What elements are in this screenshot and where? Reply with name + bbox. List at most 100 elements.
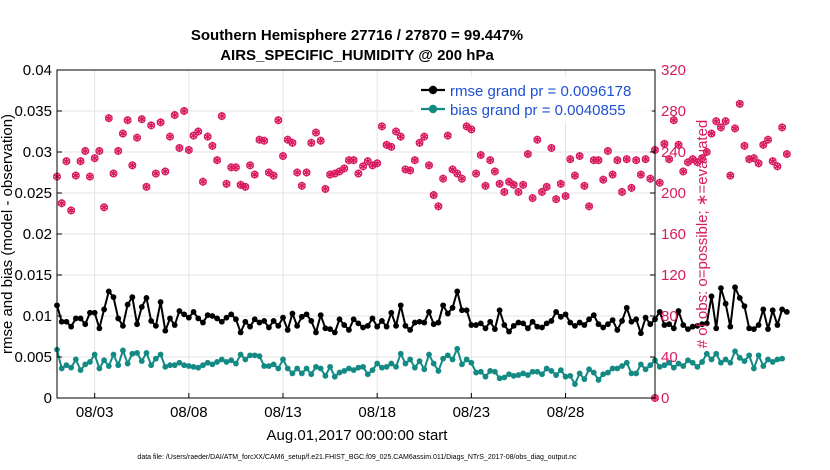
y-right-tick-label: 320 — [661, 62, 686, 79]
bias-point — [600, 371, 607, 378]
obs-evaluated-point — [128, 161, 137, 170]
bias-point — [656, 363, 663, 370]
rmse-point — [284, 327, 291, 333]
bias-point — [275, 365, 282, 372]
rmse-point — [755, 322, 762, 328]
x-tick-label: 08/18 — [358, 404, 396, 421]
bias-point — [492, 368, 498, 375]
rmse-point — [270, 318, 277, 324]
obs-evaluated-point — [637, 170, 645, 179]
obs-evaluated-point — [425, 161, 433, 170]
obs-evaluated-point — [547, 143, 556, 152]
obs-evaluated-point — [429, 191, 438, 200]
rmse-point — [703, 320, 710, 327]
obs-evaluated-point — [500, 187, 509, 196]
bias-point — [463, 356, 470, 363]
bias-point — [586, 366, 592, 373]
rmse-point — [204, 312, 211, 319]
obs-evaluated-point — [203, 132, 212, 141]
bias-point — [148, 362, 155, 369]
obs-evaluated-point — [274, 116, 283, 125]
rmse-point — [623, 304, 630, 311]
obs-evaluated-point — [123, 116, 132, 125]
bias-point — [605, 369, 611, 376]
obs-evaluated-point — [180, 107, 188, 115]
obs-evaluated-point — [194, 127, 203, 136]
obs-evaluated-point — [528, 194, 537, 203]
bias-point — [477, 368, 484, 375]
bias-point — [308, 371, 315, 378]
rmse-point — [171, 322, 178, 328]
obs-evaluated-point — [166, 132, 174, 141]
obs-evaluated-point — [750, 154, 758, 163]
bias-point — [218, 356, 225, 363]
obs-evaluated-point — [57, 199, 66, 208]
obs-evaluated-point — [448, 165, 457, 174]
bias-point — [265, 363, 272, 369]
obs-evaluated-point — [100, 203, 108, 212]
bias-point — [581, 376, 588, 383]
obs-evaluated-point — [735, 99, 744, 108]
obs-evaluated-point — [104, 114, 113, 123]
bias-point — [421, 366, 428, 373]
bias-point — [760, 363, 767, 369]
bias-point — [637, 361, 644, 368]
bias-point — [331, 373, 338, 380]
obs-evaluated-point — [62, 157, 71, 166]
obs-evaluated-point — [561, 192, 570, 201]
rmse-point — [586, 316, 592, 323]
bias-point — [270, 361, 277, 368]
obs-evaluated-point — [401, 165, 410, 174]
obs-evaluated-point — [731, 124, 739, 133]
obs-evaluated-point — [655, 178, 664, 187]
bias-point — [755, 352, 762, 359]
rmse-point — [760, 306, 767, 313]
bias-point — [713, 350, 720, 357]
bias-point — [529, 368, 536, 375]
rmse-point — [251, 316, 258, 323]
y-left-axis-ticks: 0 0.005 0.01 0.015 0.02 0.025 0.03 0.035 0.04 — [14, 62, 62, 407]
bias-point — [360, 363, 366, 370]
bias-point — [374, 360, 381, 367]
rmse-point — [336, 316, 343, 323]
rmse-point — [87, 309, 93, 316]
plot-area — [53, 99, 791, 402]
obs-evaluated-point — [175, 143, 184, 152]
rmse-point — [548, 318, 555, 324]
bias-point — [214, 359, 220, 365]
rmse-point — [557, 313, 564, 320]
obs-evaluated-point — [491, 167, 499, 176]
rmse-point — [444, 310, 451, 317]
obs-evaluated-point — [288, 138, 297, 147]
rmse-point — [341, 322, 348, 328]
bias-point — [473, 369, 479, 376]
obs-evaluated-point — [156, 118, 165, 127]
obs-evaluated-point — [293, 168, 301, 177]
rmse-point — [303, 311, 310, 318]
bias-point — [765, 356, 771, 363]
rmse-point — [101, 306, 107, 313]
bias-point — [185, 363, 192, 369]
bias-point — [322, 372, 329, 379]
y-left-tick-label: 0.03 — [23, 144, 52, 161]
bias-point — [120, 347, 126, 354]
x-tick-label: 08/08 — [170, 404, 208, 421]
rmse-point — [350, 316, 357, 323]
bias-point — [280, 356, 286, 363]
bias-point — [369, 367, 376, 374]
rmse-point — [397, 302, 404, 309]
bias-point — [543, 365, 550, 372]
legend-rmse-marker — [428, 85, 438, 95]
y-right-tick-label: 40 — [661, 349, 678, 366]
rmse-point — [411, 319, 418, 326]
rmse-point — [275, 322, 282, 329]
rmse-point — [115, 315, 122, 322]
bias-point — [402, 360, 409, 367]
rmse-point — [435, 319, 442, 326]
bias-point — [171, 362, 178, 369]
rmse-point — [134, 321, 140, 328]
rmse-point — [619, 318, 625, 324]
rmse-point — [110, 294, 117, 301]
bias-point — [628, 370, 635, 377]
bias-point — [468, 359, 475, 366]
